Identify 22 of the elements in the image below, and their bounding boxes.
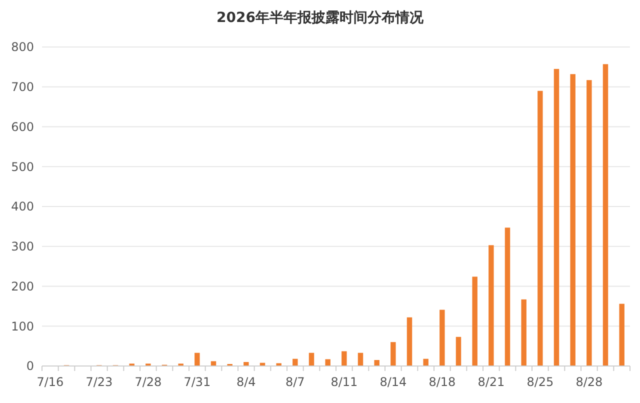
x-tick-label: 8/14 [380, 375, 407, 389]
y-tick-label: 0 [26, 359, 34, 374]
x-tick-label: 7/23 [86, 375, 113, 389]
x-tick-label: 7/28 [134, 375, 162, 389]
x-tick-label: 8/25 [526, 375, 554, 389]
y-tick-label: 100 [11, 319, 34, 334]
x-tick-label: 8/21 [478, 375, 505, 389]
x-tick-label: 8/28 [576, 375, 603, 389]
y-tick-label: 800 [11, 40, 34, 54]
x-tick-label: 8/4 [236, 375, 256, 389]
y-tick-label: 600 [11, 120, 34, 134]
x-tick-label: 7/31 [184, 375, 211, 389]
y-tick-label: 300 [11, 240, 34, 254]
x-tick-label: 8/18 [428, 375, 456, 389]
x-tick-label: 8/7 [286, 375, 305, 389]
x-tick-label: 8/11 [330, 375, 358, 389]
chart-title: 2026年半年报披露时间分布情况 [216, 10, 424, 26]
x-tick-label: 7/16 [36, 375, 64, 389]
y-tick-label: 700 [11, 80, 34, 94]
y-tick-label: 500 [11, 160, 34, 174]
y-tick-label: 400 [11, 200, 34, 214]
y-tick-label: 200 [11, 279, 34, 294]
